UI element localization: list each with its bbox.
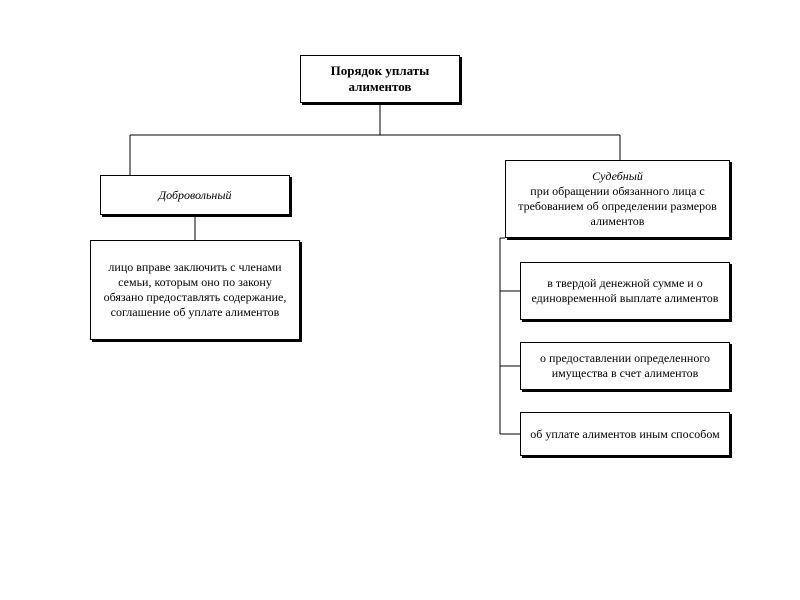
right-branch-title: Судебныйпри обращении обязанного лица с … — [505, 160, 730, 238]
right-item-1: в твердой денежной сумме и о единовремен… — [520, 262, 730, 320]
root-node: Порядок уплаты алиментов — [300, 55, 460, 103]
left-branch-description: лицо вправе заключить с членами семьи, к… — [90, 240, 300, 340]
right-item-3: об уплате алиментов иным способом — [520, 412, 730, 456]
right-item-3-label: об уплате алиментов иным способом — [530, 427, 719, 442]
left-title-label: Добровольный — [158, 188, 231, 203]
root-label: Порядок уплаты алиментов — [307, 63, 453, 96]
right-item-1-label: в твердой денежной сумме и о единовремен… — [527, 276, 723, 306]
left-branch-title: Добровольный — [100, 175, 290, 215]
right-item-2: о предоставлении определенного имущества… — [520, 342, 730, 390]
right-title-label: Судебныйпри обращении обязанного лица с … — [512, 169, 723, 229]
right-item-2-label: о предоставлении определенного имущества… — [527, 351, 723, 381]
left-desc-label: лицо вправе заключить с членами семьи, к… — [97, 260, 293, 320]
